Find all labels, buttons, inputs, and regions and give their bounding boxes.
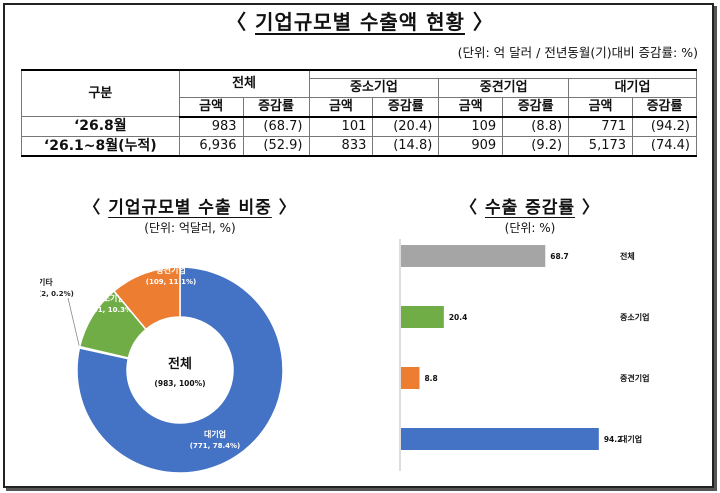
slice-name-label: 대기업 bbox=[204, 429, 226, 439]
bar-value-label: 8.8 bbox=[424, 374, 437, 383]
bar-section-unit: (단위: %) bbox=[504, 221, 556, 235]
donut-slice-3 bbox=[112, 266, 181, 331]
table-cell: 5,173 bbox=[568, 135, 634, 157]
bar-category-label: 중견기업 bbox=[620, 373, 649, 383]
bar-section-title-text: 수출 증감률 bbox=[484, 198, 576, 218]
row-label: ‘26.1~8월(누적) bbox=[21, 135, 180, 157]
table-cell: (8.8) bbox=[502, 116, 570, 137]
table-cell: (52.9) bbox=[242, 135, 310, 157]
table-cell: (20.4) bbox=[372, 116, 440, 137]
bar-value-label: 20.4 bbox=[449, 313, 468, 322]
bar-2 bbox=[401, 367, 420, 389]
table-cell: (94.2) bbox=[632, 116, 697, 137]
donut-chart: 대기업 (771, 78.4%) 기타 (2, 0.2%) 중소기업 (101, 10.3… bbox=[40, 265, 284, 474]
row-label: ‘26.8월 bbox=[21, 116, 180, 137]
table-cell: 833 bbox=[308, 135, 374, 157]
sub-header: 증감률 bbox=[242, 96, 310, 118]
table-cell: 6,936 bbox=[178, 135, 244, 157]
row-header: 구분 bbox=[21, 69, 180, 117]
slice-name-label: 중견기업 bbox=[156, 265, 185, 275]
table-cell: (74.4) bbox=[632, 135, 697, 157]
table-cell: (9.2) bbox=[502, 135, 570, 157]
table-cell: 909 bbox=[438, 135, 504, 157]
slice-value-label: (771, 78.4%) bbox=[190, 442, 240, 450]
bar-value-label: 94.2 bbox=[604, 435, 623, 444]
page-title-text: 기업규모별 수출액 현황 bbox=[255, 10, 465, 34]
bar-section-title: 〈 수출 증감률 〉 bbox=[460, 198, 600, 218]
group-header-midsize: 중견기업 bbox=[438, 77, 570, 98]
slice-value-label: (101, 10.3%) bbox=[85, 306, 135, 314]
group-header-sme: 중소기업 bbox=[308, 77, 440, 98]
donut-center-sub: (983, 100%) bbox=[154, 379, 205, 388]
sub-header: 금액 bbox=[178, 96, 244, 118]
export-summary-table: 구분 전체 중소기업 중견기업 대기업 금액 증감률 금액 증감률 금액 증감률… bbox=[21, 69, 697, 157]
table-cell: 983 bbox=[178, 116, 244, 137]
table-cell: 771 bbox=[568, 116, 634, 137]
sub-header: 금액 bbox=[568, 96, 634, 118]
table-cell: 101 bbox=[308, 116, 374, 137]
leader-line bbox=[67, 297, 80, 348]
bar-category-label: 중소기업 bbox=[620, 312, 649, 322]
bar-1 bbox=[401, 306, 444, 328]
bar-0 bbox=[401, 245, 546, 267]
sub-header: 금액 bbox=[438, 96, 504, 118]
table-cell: 109 bbox=[438, 116, 504, 137]
donut-center-label: 전체 bbox=[168, 356, 192, 372]
donut-slice-0 bbox=[76, 266, 284, 474]
group-header-total: 전체 bbox=[178, 69, 310, 98]
table-cell: (14.8) bbox=[372, 135, 440, 157]
group-header-large: 대기업 bbox=[568, 77, 697, 98]
slice-value-label: (109, 11.1%) bbox=[146, 278, 196, 286]
bar-3 bbox=[401, 428, 599, 450]
bar-category-label: 대기업 bbox=[620, 434, 642, 444]
sub-header: 금액 bbox=[308, 96, 374, 118]
slice-name-label: 기타 bbox=[40, 277, 53, 287]
slice-name-label: 중소기업 bbox=[95, 293, 124, 303]
unit-note: (단위: 억 달러 / 전년동월(기)대비 증감률: %) bbox=[457, 45, 698, 60]
table-row: ‘26.8월 983 (68.7) 101 (20.4) 109 (8.8) 7… bbox=[21, 116, 697, 137]
pie-section-title-text: 기업규모별 수출 비중 bbox=[108, 198, 272, 218]
sub-header: 증감률 bbox=[372, 96, 440, 118]
pie-section-unit: (단위: 억달러, %) bbox=[144, 221, 236, 235]
table-cell: (68.7) bbox=[242, 116, 310, 137]
bar-category-label: 전체 bbox=[620, 251, 635, 261]
slice-value-label: (2, 0.2%) bbox=[40, 290, 74, 298]
pie-section-title: 〈 기업규모별 수출 비중 〉 bbox=[83, 198, 297, 218]
sub-header: 증감률 bbox=[632, 96, 697, 118]
sub-header: 증감률 bbox=[502, 96, 570, 118]
page-title: 〈 기업규모별 수출액 현황 〉 bbox=[226, 10, 494, 34]
bar-value-label: 68.7 bbox=[550, 252, 569, 261]
table-row: ‘26.1~8월(누적) 6,936 (52.9) 833 (14.8) 909… bbox=[21, 135, 697, 157]
